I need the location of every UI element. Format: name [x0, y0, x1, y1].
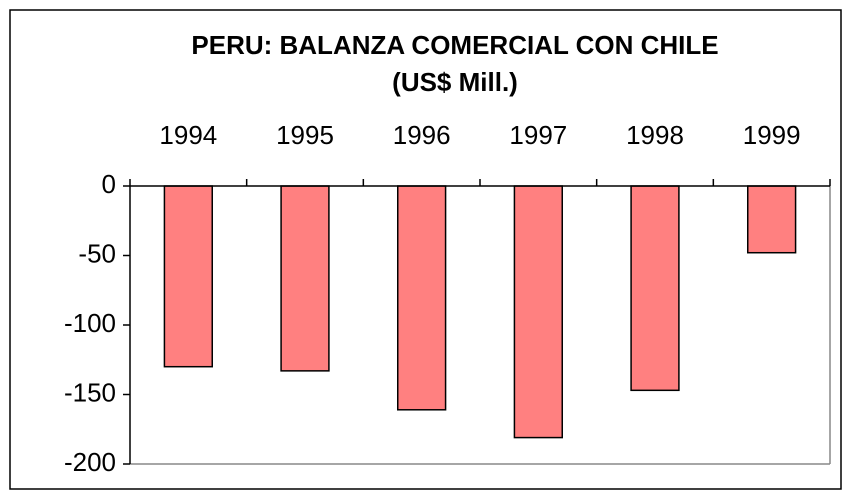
chart-title: PERU: BALANZA COMERCIAL CON CHILE — [191, 30, 718, 60]
bar — [280, 185, 330, 372]
y-tick-label: -100 — [64, 308, 116, 338]
bar — [630, 185, 680, 392]
y-tick-label: -150 — [64, 377, 116, 407]
x-tick-label: 1996 — [393, 120, 451, 150]
x-tick-label: 1994 — [159, 120, 217, 150]
x-tick-label: 1997 — [509, 120, 567, 150]
x-tick-label: 1995 — [276, 120, 334, 150]
bar — [163, 185, 214, 368]
y-tick-label: -50 — [78, 238, 116, 268]
x-tick-label: 1999 — [743, 120, 801, 150]
x-tick-label: 1998 — [626, 120, 684, 150]
chart-subtitle: (US$ Mill.) — [392, 67, 518, 97]
bar — [397, 185, 447, 411]
y-tick-label: 0 — [102, 169, 116, 199]
bar — [747, 185, 797, 254]
y-tick-label: -200 — [64, 447, 116, 477]
bar — [513, 185, 564, 439]
